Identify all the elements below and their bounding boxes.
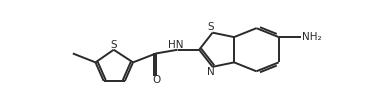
Text: HN: HN — [168, 40, 184, 50]
Text: NH₂: NH₂ — [301, 32, 321, 42]
Text: O: O — [152, 75, 160, 85]
Text: N: N — [207, 67, 215, 77]
Text: S: S — [110, 40, 117, 50]
Text: S: S — [208, 22, 214, 32]
